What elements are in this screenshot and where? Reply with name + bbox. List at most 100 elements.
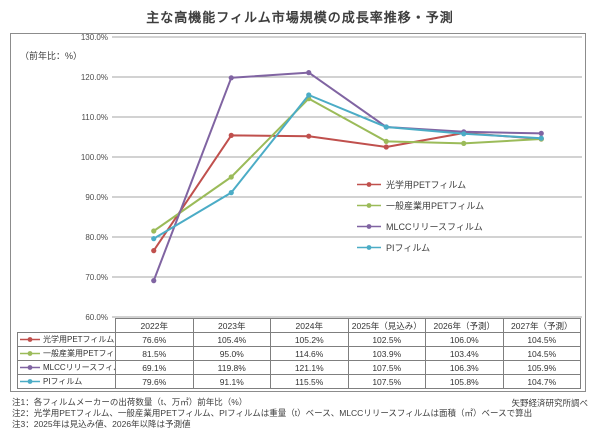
data-point-marker (228, 190, 234, 196)
series-sample-icon (20, 379, 40, 385)
data-point-marker (538, 130, 544, 136)
series-name: 光学用PETフィルム (43, 335, 115, 344)
table-row: PIフィルム 79.6% 91.1% 115.5% 107.5% 105.8% 104.7% (17, 374, 581, 389)
data-point-marker (151, 248, 157, 254)
data-point-marker (151, 278, 157, 284)
legend-item: MLCCリリースフィルム (357, 216, 484, 237)
y-tick-label: 120.0% (81, 73, 108, 82)
legend-label: PIフィルム (386, 243, 431, 253)
y-tick-label: 70.0% (85, 273, 108, 282)
data-point-marker (383, 144, 389, 150)
table-value-cell: 103.9% (347, 346, 426, 361)
series-line (153, 97, 542, 232)
data-point-marker (228, 75, 234, 81)
table-value-cell: 103.4% (425, 346, 504, 361)
y-axis-unit-label: （前年比：%） (20, 51, 83, 61)
series-sample-icon (357, 245, 381, 250)
y-tick-label: 110.0% (81, 113, 108, 122)
footnote: 注3：2025年は見込み値、2026年以降は予測値 (12, 419, 191, 429)
table-value-cell: 105.4% (192, 332, 271, 347)
table-year-header: 2026年（予測） (425, 318, 504, 333)
table-year-header: 2024年 (270, 318, 349, 333)
table-value-cell: 104.7% (502, 374, 581, 389)
table-value-cell: 107.5% (347, 374, 426, 389)
y-tick-label: 60.0% (85, 313, 108, 322)
legend-item: PIフィルム (357, 237, 484, 258)
table-row: 光学用PETフィルム 76.6% 105.4% 105.2% 102.5% 106.0% 1… (17, 332, 581, 347)
data-point-marker (228, 132, 234, 138)
series-name: 一般産業用PETフィルム (43, 349, 115, 358)
legend-label: 一般産業用PETフィルム (386, 201, 485, 211)
table-value-cell: 105.8% (425, 374, 504, 389)
data-point-marker (306, 70, 312, 76)
table-row: 一般産業用PETフィルム81.5%95.0%114.6%103.9%103.4%… (17, 346, 581, 361)
chart-frame (10, 33, 586, 392)
y-tick-label: 130.0% (81, 33, 108, 42)
legend-item: 一般産業用PETフィルム (357, 195, 484, 216)
chart-title: 主な高機能フィルム市場規模の成長率推移・予測 (146, 10, 454, 25)
data-point-marker (383, 124, 389, 130)
table-value-cell: 81.5% (115, 346, 194, 361)
series-sample-icon (357, 224, 381, 229)
y-tick-label: 100.0% (81, 153, 108, 162)
data-point-marker (151, 236, 157, 242)
table-value-cell: 76.6% (115, 332, 194, 347)
series-sample-icon (357, 203, 381, 208)
table-value-cell: 91.1% (192, 374, 271, 389)
table-value-cell: 121.1% (270, 360, 349, 375)
y-tick-label: 90.0% (85, 193, 108, 202)
table-value-cell: 114.6% (270, 346, 349, 361)
table-corner-cell (18, 319, 116, 333)
table-value-cell: 104.5% (502, 332, 581, 347)
table-value-cell: 79.6% (115, 374, 194, 389)
table-value-cell: 102.5% (347, 332, 426, 347)
series-line (153, 94, 542, 240)
footnote: 注2：光学用PETフィルム、一般産業用PETフィルム、PIフィルムは重量（t）ベ… (12, 408, 533, 418)
table-value-cell: 105.9% (502, 360, 581, 375)
table-value-cell: 115.5% (270, 374, 349, 389)
series-line (152, 71, 542, 281)
series-sample-icon (20, 365, 40, 371)
table-value-cell: 95.0% (192, 346, 271, 361)
data-point-marker (306, 92, 312, 98)
data-point-marker (306, 133, 312, 139)
y-tick-label: 80.0% (85, 233, 108, 242)
table-header-row: 2022年 2023年 2024年 2025年（見込み） 2026年（予測） 2027年（… (18, 318, 581, 333)
series-sample-icon (20, 337, 40, 343)
table-year-header: 2027年（予測） (502, 318, 581, 333)
table-value-cell: 119.8% (192, 360, 271, 375)
table-year-header: 2025年（見込み） (347, 318, 426, 333)
table-series-label: MLCCリリースフィルム (17, 360, 116, 375)
table-year-header: 2022年 (115, 318, 194, 333)
data-point-marker (538, 135, 544, 141)
table-year-header: 2023年 (192, 318, 271, 333)
table-row: MLCCリリースフィルム69.1%119.8%121.1%107.5%106.3… (17, 360, 581, 375)
legend-label: 光学用PETフィルム (386, 180, 467, 190)
table-value-cell: 107.5% (347, 360, 426, 375)
data-point-marker (151, 228, 157, 234)
legend-item: 光学用PETフィルム (357, 174, 484, 195)
series-name: PIフィルム (43, 377, 83, 386)
legend-label: MLCCリリースフィルム (386, 222, 483, 232)
series-sample-icon (20, 351, 40, 357)
data-table: 2022年 2023年 2024年 2025年（見込み） 2026年（予測） 2027年（… (17, 318, 581, 389)
table-value-cell: 69.1% (115, 360, 194, 375)
table-series-label: 光学用PETフィルム (17, 332, 116, 347)
data-point-marker (383, 138, 389, 144)
table-value-cell: 106.0% (425, 332, 504, 347)
table-value-cell: 104.5% (502, 346, 581, 361)
data-point-marker (461, 131, 467, 137)
series-sample-icon (357, 182, 381, 187)
table-series-label: PIフィルム (17, 374, 116, 389)
table-value-cell: 105.2% (270, 332, 349, 347)
table-value-cell: 106.3% (425, 360, 504, 375)
chart-legend: 光学用PETフィルム一般産業用PETフィルム MLCCリリースフィルム PIフィルム (357, 174, 484, 258)
table-series-label: 一般産業用PETフィルム (17, 346, 116, 361)
data-point-marker (228, 174, 234, 180)
series-name: MLCCリリースフィルム (43, 363, 115, 372)
source-credit: 矢野経済研究所調べ (511, 398, 588, 408)
footnote: 注1：各フィルムメーカーの出荷数量（t、万㎡）前年比（%） (12, 397, 248, 407)
data-point-marker (461, 140, 467, 146)
